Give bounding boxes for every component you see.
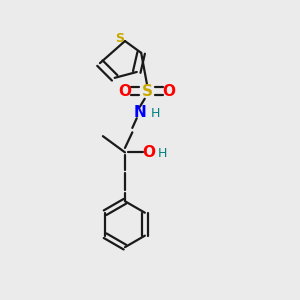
Text: O: O: [142, 145, 155, 160]
Text: H: H: [151, 107, 160, 120]
Text: H: H: [158, 147, 167, 160]
Text: N: N: [133, 105, 146, 120]
Text: S: S: [115, 32, 124, 45]
Text: S: S: [142, 84, 153, 99]
Text: O: O: [163, 84, 176, 99]
Text: O: O: [118, 84, 131, 99]
